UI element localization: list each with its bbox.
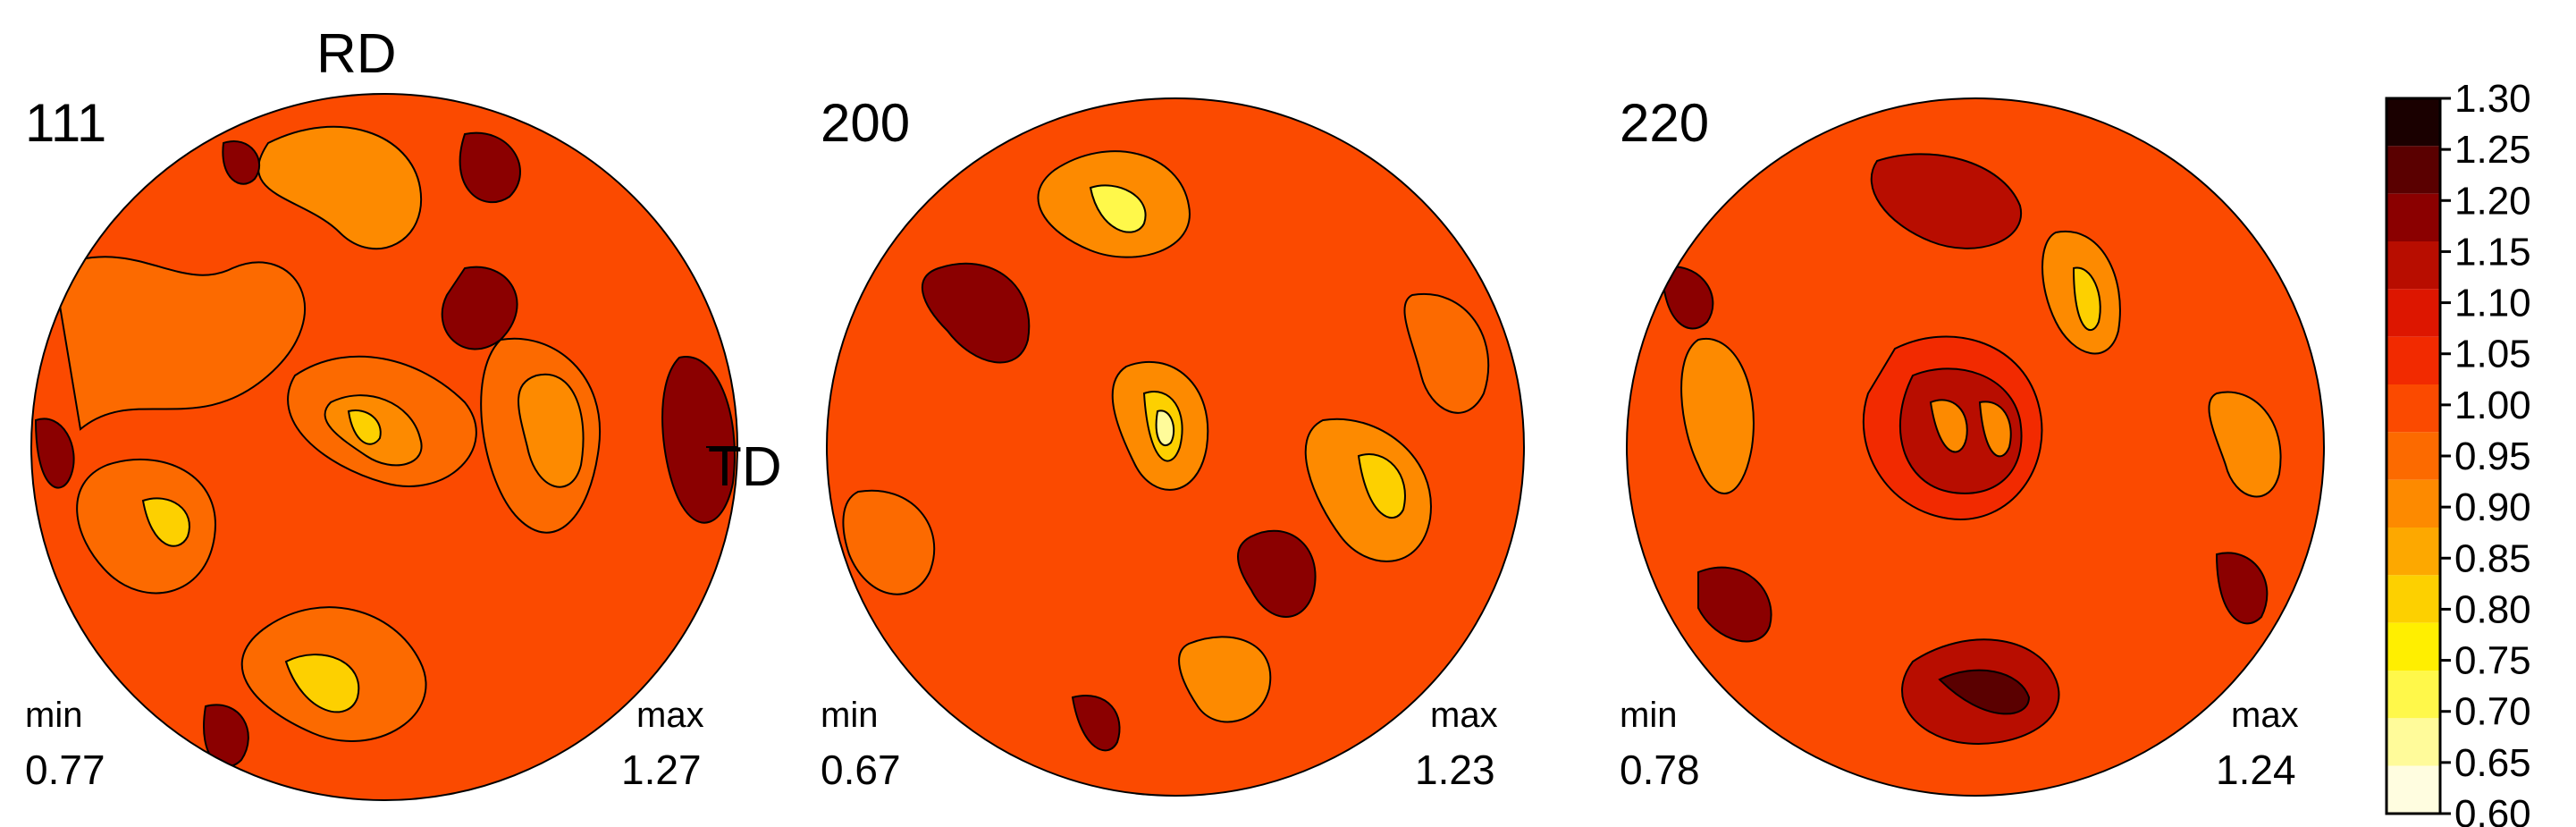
max-label-200: max	[1430, 696, 1498, 735]
colorbar-tick-label: 0.60	[2454, 792, 2531, 827]
min-value-220: 0.78	[1620, 747, 1700, 793]
contour-band-111	[459, 131, 521, 204]
contour-band-220	[2208, 391, 2282, 498]
colorbar-segment	[2387, 765, 2440, 814]
min-label-200: min	[821, 696, 879, 735]
contour-band-220	[2072, 266, 2101, 332]
contour-band-220	[1661, 266, 1714, 330]
colorbar-tick-label: 1.20	[2454, 179, 2531, 223]
contour-band-220	[1870, 153, 2023, 249]
contour-band-111	[347, 409, 382, 445]
contour-band-220	[1929, 399, 1968, 453]
colorbar-segment	[2387, 479, 2440, 527]
colorbar-tick-label: 1.10	[2454, 282, 2531, 325]
colorbar-tick-label: 1.25	[2454, 128, 2531, 172]
colorbar-segment	[2387, 622, 2440, 671]
colorbar-segment	[2387, 146, 2440, 194]
contour-band-111	[76, 458, 216, 595]
colorbar-segment	[2387, 384, 2440, 433]
colorbar-segment	[2387, 289, 2440, 337]
pole-figure-200	[826, 97, 1525, 797]
colorbar-segment	[2387, 671, 2440, 719]
colorbar-tick-label: 0.90	[2454, 485, 2531, 529]
colorbar-segment	[2387, 98, 2440, 147]
colorbar: 1.30 1.25 1.20 1.15 1.10 1.05 1.00 0.95 0.90 0.85…	[2385, 77, 2531, 827]
max-label-220: max	[2231, 696, 2299, 735]
colorbar-tick-label: 1.15	[2454, 230, 2531, 274]
contour-band-220	[1697, 566, 1772, 643]
contour-band-220	[1938, 669, 2031, 715]
contour-band-200	[1178, 636, 1272, 723]
min-value-111: 0.77	[25, 747, 105, 793]
contour-band-200	[1071, 695, 1121, 752]
contour-band-200	[922, 262, 1031, 364]
colorbar-tick-label: 1.05	[2454, 333, 2531, 376]
pole-figure-outline-200	[826, 97, 1525, 797]
colorbar-tick-label: 0.65	[2454, 741, 2531, 785]
colorbar-segment	[2387, 241, 2440, 290]
contour-band-111	[141, 497, 190, 547]
colorbar-segment	[2387, 527, 2440, 576]
contour-band-200	[842, 489, 936, 595]
contour-band-220	[1978, 401, 2012, 458]
contour-band-220	[1680, 337, 1755, 494]
contour-band-111	[518, 373, 585, 488]
colorbar-tick-label: 0.75	[2454, 639, 2531, 683]
colorbar-segment	[2387, 575, 2440, 623]
colorbar-tick-label: 0.95	[2454, 435, 2531, 478]
colorbar-tick-label: 0.70	[2454, 690, 2531, 734]
colorbar-segment	[2387, 432, 2440, 480]
colorbar-tick-label: 0.80	[2454, 587, 2531, 631]
pole-figure-label-111: 111	[25, 93, 107, 153]
contour-band-111	[222, 140, 260, 185]
contour-band-200	[1237, 529, 1317, 618]
pole-figure-label-200: 200	[821, 93, 911, 153]
colorbar-segment	[2387, 336, 2440, 384]
max-label-111: max	[636, 696, 704, 735]
pole-figure-outline-220	[1626, 97, 2325, 797]
rd-axis-label: RD	[316, 23, 397, 85]
colorbar-segment	[2387, 193, 2440, 241]
max-value-111: 1.27	[621, 747, 702, 793]
max-value-200: 1.23	[1415, 747, 1495, 793]
min-label-220: min	[1620, 696, 1678, 735]
contour-band-111	[284, 654, 360, 713]
contour-band-111	[34, 418, 75, 489]
contour-band-111	[257, 125, 423, 250]
contour-band-111	[441, 266, 518, 350]
contour-band-111	[661, 356, 736, 524]
colorbar-tick-label: 0.85	[2454, 536, 2531, 580]
colorbar-segment	[2387, 718, 2440, 766]
contour-band-111	[203, 704, 249, 768]
contour-band-200	[1357, 453, 1406, 519]
max-value-220: 1.24	[2216, 747, 2296, 793]
min-label-111: min	[25, 696, 83, 735]
min-value-200: 0.67	[821, 747, 901, 793]
contour-band-200	[1155, 409, 1175, 446]
td-axis-label: TD	[708, 436, 782, 498]
colorbar-tick-label: 1.30	[2454, 77, 2531, 121]
colorbar-tick-label: 1.00	[2454, 384, 2531, 427]
pole-figure-111	[30, 93, 738, 801]
contour-band-220	[2215, 552, 2269, 625]
pole-figure-220	[1626, 97, 2325, 797]
contour-band-200	[1403, 292, 1490, 414]
contour-band-200	[1089, 184, 1147, 233]
contour-band-111	[52, 256, 306, 431]
pole-figure-label-220: 220	[1620, 93, 1710, 153]
